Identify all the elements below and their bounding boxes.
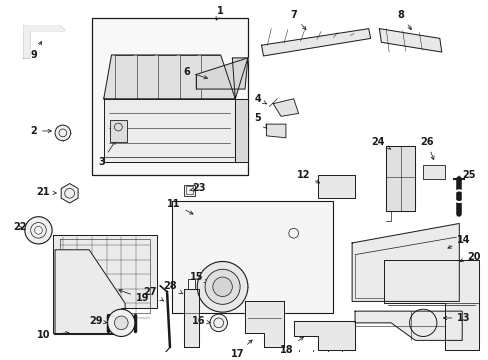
Polygon shape	[103, 99, 235, 162]
Circle shape	[114, 316, 128, 330]
Polygon shape	[244, 301, 284, 347]
Polygon shape	[386, 145, 415, 211]
Polygon shape	[384, 260, 478, 350]
Text: 20: 20	[459, 252, 480, 262]
Text: 17: 17	[230, 340, 252, 359]
Text: 19: 19	[119, 289, 149, 303]
Text: 8: 8	[397, 10, 410, 30]
Polygon shape	[24, 26, 64, 58]
Text: 26: 26	[420, 137, 433, 160]
Circle shape	[25, 217, 52, 244]
Circle shape	[209, 314, 227, 332]
Polygon shape	[354, 311, 461, 341]
Text: 13: 13	[443, 313, 470, 323]
Text: 27: 27	[143, 287, 163, 301]
Text: 10: 10	[37, 329, 69, 339]
Bar	[317, 175, 354, 198]
Polygon shape	[196, 58, 247, 89]
Polygon shape	[103, 55, 235, 99]
Polygon shape	[183, 289, 199, 347]
Bar	[172, 201, 332, 313]
Circle shape	[55, 125, 70, 141]
Bar	[423, 165, 444, 179]
Text: 28: 28	[163, 281, 182, 294]
Polygon shape	[232, 58, 247, 99]
Bar	[183, 185, 195, 196]
Circle shape	[107, 309, 135, 337]
Polygon shape	[53, 235, 157, 333]
Polygon shape	[55, 250, 125, 334]
Circle shape	[204, 269, 240, 304]
Polygon shape	[351, 224, 458, 301]
Text: 2: 2	[30, 126, 51, 136]
Text: 7: 7	[290, 10, 305, 30]
Text: 24: 24	[371, 137, 390, 149]
Text: 23: 23	[189, 183, 205, 193]
Text: 5: 5	[254, 113, 266, 129]
Polygon shape	[266, 124, 285, 138]
Text: 14: 14	[447, 235, 470, 248]
Text: 16: 16	[191, 316, 210, 326]
Text: 29: 29	[89, 316, 106, 326]
Bar	[185, 186, 193, 194]
Polygon shape	[235, 99, 247, 162]
Text: 12: 12	[296, 170, 319, 183]
Text: 21: 21	[37, 187, 56, 197]
Circle shape	[197, 261, 247, 312]
Text: 4: 4	[254, 94, 266, 104]
Text: 15: 15	[189, 272, 208, 283]
Polygon shape	[273, 99, 298, 116]
Text: 25: 25	[456, 170, 475, 180]
Text: 9: 9	[30, 41, 41, 60]
Circle shape	[212, 277, 232, 297]
Text: 3: 3	[98, 141, 115, 167]
Text: 11: 11	[167, 199, 193, 214]
Polygon shape	[379, 29, 441, 52]
Polygon shape	[61, 184, 78, 203]
Text: 22: 22	[13, 222, 27, 233]
Text: 18: 18	[280, 337, 303, 355]
Bar	[92, 18, 247, 175]
Text: 6: 6	[183, 67, 207, 79]
Bar	[109, 120, 127, 142]
Polygon shape	[293, 321, 354, 350]
Polygon shape	[261, 29, 370, 56]
Text: 1: 1	[216, 6, 224, 20]
